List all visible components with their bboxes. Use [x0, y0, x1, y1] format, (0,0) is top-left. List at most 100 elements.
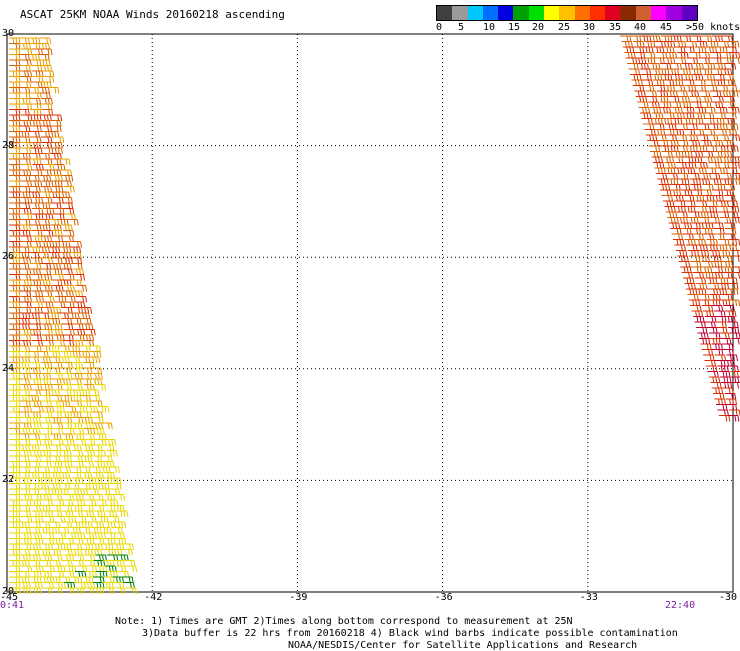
wind-barb	[29, 411, 42, 419]
wind-barb	[71, 477, 84, 485]
wind-barb	[61, 433, 74, 441]
wind-barb	[49, 549, 62, 556]
wind-barb	[9, 191, 21, 199]
wind-barb	[32, 164, 44, 171]
wind-barb	[81, 521, 93, 529]
wind-barb	[41, 98, 53, 105]
wind-barb	[677, 255, 689, 263]
wind-barb	[657, 68, 670, 76]
wind-barb	[686, 145, 698, 153]
wind-barb	[719, 376, 732, 384]
wind-barb	[18, 312, 31, 320]
wind-barb	[642, 46, 654, 54]
legend-swatch	[650, 6, 667, 20]
wind-barb	[40, 554, 53, 562]
wind-barb	[18, 560, 30, 567]
wind-barb	[718, 299, 731, 307]
wind-barb	[94, 384, 107, 391]
wind-barb	[106, 571, 119, 578]
wind-barb	[19, 224, 31, 232]
wind-barb	[90, 378, 103, 386]
wind-barb	[32, 538, 44, 545]
wind-barb	[32, 70, 44, 78]
wind-barb	[720, 178, 733, 186]
wind-barb	[719, 90, 731, 98]
wind-barb	[716, 167, 728, 175]
wind-barb	[700, 266, 713, 274]
wind-barb	[699, 173, 712, 180]
wind-barb	[98, 483, 110, 490]
wind-barb	[31, 582, 43, 589]
wind-barb	[29, 279, 42, 287]
wind-barb	[9, 213, 21, 221]
wind-barb	[63, 582, 76, 589]
wind-barb	[30, 576, 42, 584]
wind-barb	[660, 74, 673, 81]
wind-barb	[30, 158, 42, 166]
wind-barb	[19, 340, 32, 347]
wind-barb	[698, 178, 711, 186]
wind-barb	[657, 178, 669, 186]
wind-barb	[725, 129, 738, 136]
wind-barb	[9, 301, 21, 309]
wind-barb	[51, 329, 64, 336]
wind-barb	[104, 538, 116, 545]
wind-barb	[63, 186, 75, 193]
wind-barb	[32, 565, 44, 573]
wind-barb	[49, 263, 62, 270]
wind-barb	[29, 417, 41, 424]
wind-barb	[39, 59, 51, 67]
legend-swatch	[681, 6, 697, 20]
wind-barb	[728, 162, 740, 169]
wind-barb	[41, 587, 53, 595]
legend-label: 25	[558, 22, 571, 33]
wind-barb	[62, 554, 75, 562]
wind-barb	[724, 63, 737, 70]
wind-barb	[103, 472, 116, 479]
wind-barb	[49, 417, 62, 424]
wind-barb	[717, 283, 730, 290]
wind-barb	[716, 46, 728, 54]
wind-barb	[41, 384, 53, 391]
wind-barb	[29, 142, 42, 149]
wind-barb	[48, 488, 60, 496]
wind-barb	[29, 367, 41, 375]
wind-barb	[660, 118, 673, 125]
wind-barb	[9, 549, 21, 556]
wind-barb	[9, 505, 21, 512]
wind-barbs	[9, 35, 740, 595]
wind-barb	[9, 472, 21, 479]
wind-barb	[672, 195, 684, 202]
wind-barb	[681, 74, 694, 81]
wind-barb	[41, 334, 54, 342]
wind-barb	[65, 565, 77, 573]
wind-barb	[58, 241, 71, 248]
wind-barb	[40, 81, 52, 89]
wind-barb	[640, 112, 652, 120]
wind-barb	[684, 283, 696, 290]
wind-barb	[92, 521, 105, 529]
wind-barb	[52, 538, 64, 545]
wind-barb	[711, 101, 724, 109]
wind-barb	[703, 63, 716, 70]
wind-barb	[28, 472, 40, 479]
wind-barb	[705, 206, 718, 213]
wind-barb	[106, 450, 118, 457]
wind-barb	[70, 395, 82, 402]
wind-barb	[9, 373, 21, 380]
wind-barb	[731, 178, 740, 186]
wind-barb	[38, 43, 50, 50]
wind-barb	[31, 197, 44, 204]
wind-barb	[92, 587, 105, 595]
wind-barb	[71, 340, 84, 347]
wind-barb	[694, 239, 707, 246]
legend-label: 5	[458, 22, 465, 33]
wind-barb	[9, 367, 21, 375]
wind-barb	[81, 417, 93, 424]
wind-barb	[83, 582, 96, 589]
wind-barb	[72, 268, 85, 276]
wind-barb	[48, 389, 60, 397]
legend-swatch	[543, 6, 560, 20]
wind-barb	[39, 120, 51, 127]
wind-barb	[51, 230, 63, 237]
